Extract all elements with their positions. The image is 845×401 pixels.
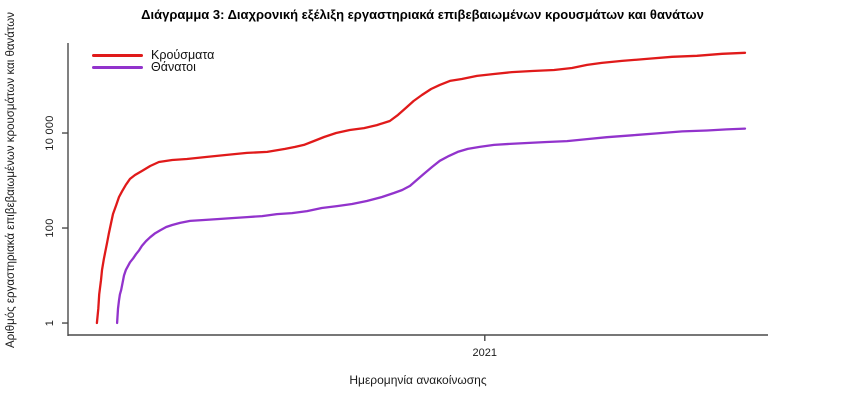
legend-label-cases: Κρούσματα <box>151 48 215 62</box>
y-tick-label: 1 <box>44 319 56 327</box>
y-tick-label: 100 <box>44 218 56 238</box>
legend-swatch-cases <box>92 54 143 57</box>
legend-label-deaths: Θάνατοι <box>151 60 196 74</box>
x-axis-title: Ημερομηνία ανακοίνωσης <box>349 373 487 387</box>
y-axis-title: Αριθμός εργαστηριακά επιβεβαιωμένων κρου… <box>5 11 17 349</box>
cases-line <box>95 51 747 325</box>
x-tick-label: 2021 <box>472 347 498 359</box>
legend-swatch-deaths <box>92 66 143 69</box>
chart-title: Διάγραμμα 3: Διαχρονική εξέλιξη εργαστηρ… <box>141 7 704 22</box>
deaths-line <box>115 127 747 325</box>
y-tick-label: 10 000 <box>44 115 56 151</box>
